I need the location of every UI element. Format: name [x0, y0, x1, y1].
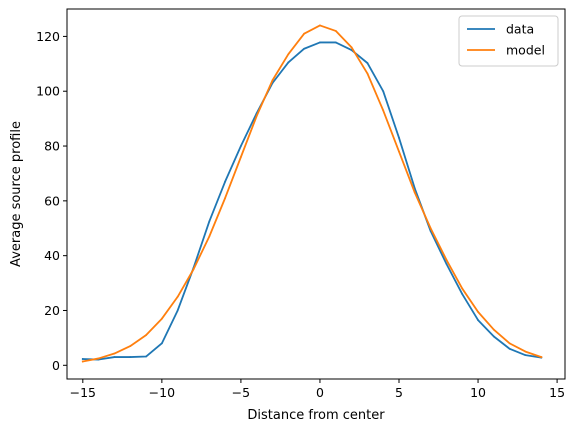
data-point-data-27	[508, 347, 511, 350]
data-point-data-4	[145, 355, 147, 358]
data-point-model-5	[160, 317, 163, 320]
legend-label-data: data	[506, 22, 534, 37]
data-point-data-16	[334, 41, 337, 44]
data-point-model-15	[319, 24, 321, 27]
x-axis: −15 −10 −5 0 5 10 15	[70, 379, 565, 400]
legend: data model	[458, 15, 559, 67]
data-point-data-26	[492, 335, 495, 338]
data-point-model-0	[81, 360, 84, 363]
y-tick-label: 120	[36, 29, 60, 44]
x-axis-title: Distance from center	[247, 408, 385, 423]
series-line-data	[81, 41, 543, 361]
data-point-data-28	[524, 354, 527, 357]
x-tick-label: −15	[70, 385, 96, 400]
legend-label-model: model	[506, 43, 545, 58]
y-axis: 0 20 40 60 80 100 120	[36, 29, 67, 373]
y-tick-label: 20	[44, 303, 60, 318]
data-point-model-21	[413, 191, 416, 194]
data-point-data-3	[129, 356, 132, 358]
data-point-model-26	[492, 328, 495, 331]
data-point-model-17	[350, 46, 353, 49]
data-point-model-11	[255, 114, 258, 117]
data-point-model-8	[208, 235, 211, 238]
x-tick-label: 10	[470, 385, 486, 400]
data-point-model-9	[224, 197, 227, 200]
data-point-model-24	[461, 287, 464, 290]
x-tick-label: −10	[149, 385, 175, 400]
data-point-model-22	[429, 227, 432, 230]
data-point-data-24	[461, 293, 464, 295]
data-point-model-28	[524, 350, 527, 353]
data-point-model-10	[240, 156, 242, 158]
data-point-model-18	[366, 72, 369, 75]
y-tick-label: 60	[44, 193, 60, 208]
x-tick-label: 5	[395, 385, 403, 400]
data-point-data-8	[208, 220, 211, 223]
data-point-data-0	[81, 358, 84, 360]
y-axis-title: Average source profile	[9, 121, 24, 267]
data-point-model-16	[334, 30, 337, 32]
data-point-data-19	[382, 90, 385, 93]
data-point-data-13	[287, 61, 290, 64]
y-tick-label: 100	[36, 84, 60, 99]
data-point-data-6	[176, 309, 179, 312]
data-point-data-15	[319, 41, 321, 44]
data-point-model-1	[97, 357, 100, 360]
data-point-model-12	[271, 79, 274, 82]
plot-frame	[66, 8, 566, 380]
data-point-model-7	[192, 268, 195, 271]
series-layer	[81, 24, 543, 363]
data-point-model-19	[382, 109, 385, 112]
y-tick-label: 0	[52, 358, 60, 373]
y-tick-label: 40	[44, 248, 60, 263]
data-point-model-14	[303, 32, 306, 35]
data-point-model-2	[113, 352, 116, 355]
data-point-data-5	[160, 342, 163, 345]
x-tick-label: 0	[316, 385, 324, 400]
data-point-data-9	[224, 180, 227, 183]
data-point-data-20	[398, 136, 400, 139]
x-tick-label: −5	[232, 385, 250, 400]
x-tick-label: 15	[549, 385, 565, 400]
data-point-model-4	[145, 334, 147, 337]
data-point-data-2	[113, 356, 116, 358]
data-point-data-25	[477, 319, 479, 321]
data-point-model-13	[287, 53, 290, 56]
data-point-data-18	[366, 62, 369, 64]
data-point-data-10	[240, 145, 242, 147]
series-line-model	[81, 24, 543, 363]
data-point-data-14	[303, 47, 306, 50]
data-point-model-3	[129, 345, 132, 348]
data-point-model-6	[176, 295, 179, 298]
data-point-model-29	[540, 356, 543, 358]
data-point-model-20	[398, 150, 400, 153]
data-point-model-23	[445, 258, 448, 261]
data-point-model-25	[477, 310, 479, 313]
y-tick-label: 80	[44, 139, 60, 154]
data-point-data-23	[445, 262, 448, 265]
data-point-model-27	[508, 342, 511, 345]
